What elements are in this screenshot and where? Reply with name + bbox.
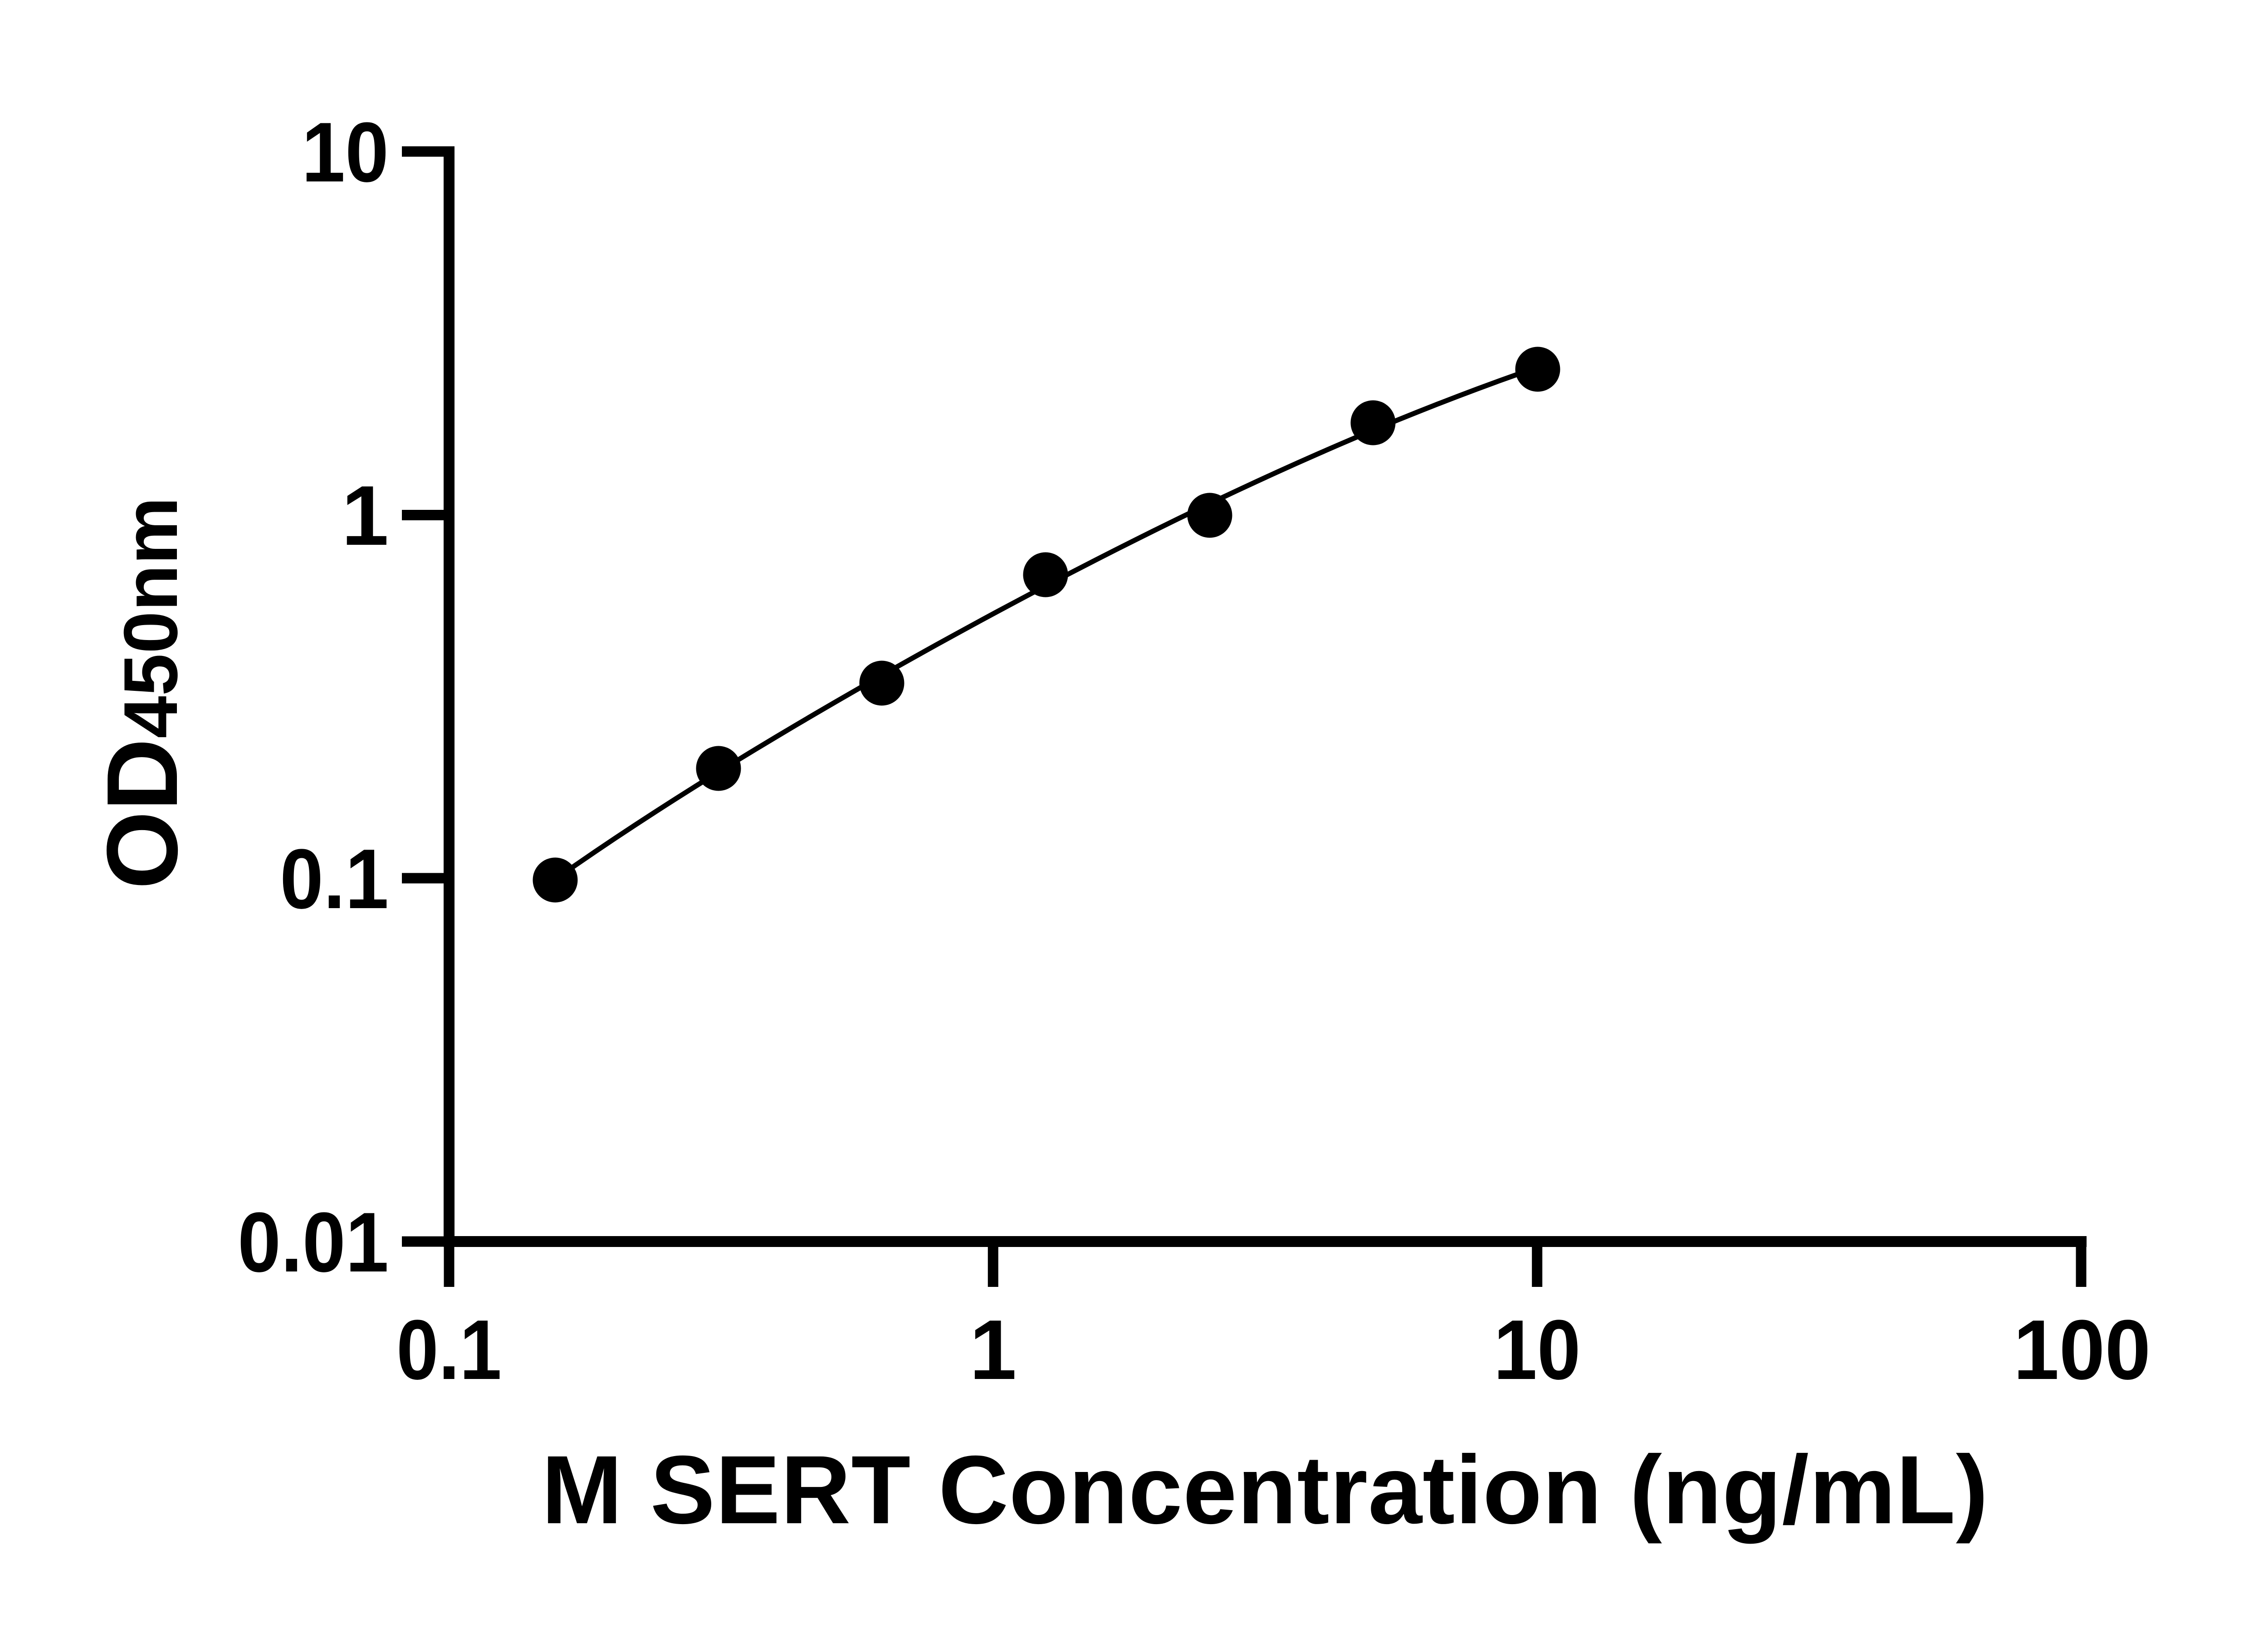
svg-text:10: 10 (1494, 1302, 1581, 1397)
svg-text:0.01: 0.01 (238, 1195, 389, 1290)
svg-text:OD450nm: OD450nm (86, 497, 199, 889)
svg-text:100: 100 (2014, 1302, 2151, 1397)
svg-text:M SERT Concentration (ng/mL): M SERT Concentration (ng/mL) (542, 1436, 1989, 1544)
svg-text:1: 1 (342, 468, 389, 563)
svg-text:10: 10 (302, 105, 389, 200)
svg-text:0.1: 0.1 (280, 831, 389, 926)
svg-text:1: 1 (969, 1302, 1017, 1397)
svg-text:0.1: 0.1 (396, 1302, 502, 1397)
